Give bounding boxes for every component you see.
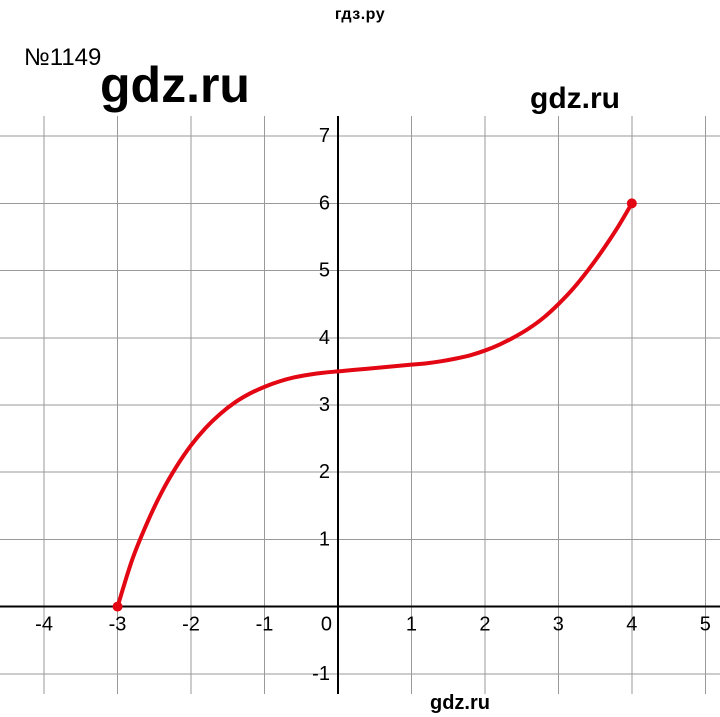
y-tick-label: 6 (319, 192, 330, 214)
x-tick-label: -1 (256, 614, 274, 636)
page-root: гдз.ру №1149 gdz.rugdz.rugdz.rugdz.rugdz… (0, 0, 720, 717)
problem-number: №1149 (24, 44, 101, 72)
y-tick-label: 7 (319, 125, 330, 147)
x-tick-label: 4 (626, 614, 637, 636)
watermark: gdz.ru (430, 692, 490, 715)
x-tick-label: 5 (700, 614, 711, 636)
y-tick-label: 4 (319, 327, 330, 349)
x-tick-label: 1 (406, 614, 417, 636)
y-tick-label: 2 (319, 461, 330, 483)
x-tick-label: -4 (35, 614, 53, 636)
y-tick-label: 3 (319, 394, 330, 416)
curve-endpoint (113, 602, 123, 612)
x-tick-label: -2 (182, 614, 200, 636)
site-header: гдз.ру (0, 6, 720, 24)
watermark: gdz.ru (530, 82, 620, 116)
y-tick-label: 1 (319, 528, 330, 550)
x-tick-label: 0 (321, 614, 332, 636)
x-tick-label: 3 (553, 614, 564, 636)
y-tick-label: 5 (319, 260, 330, 282)
site-name: гдз.ру (335, 6, 385, 23)
chart-area: -4 -3 -2 -1 0 1 2 3 4 5 -1 1 2 3 4 5 6 7 (0, 116, 720, 694)
x-tick-label: -3 (109, 614, 127, 636)
curve-endpoint (627, 198, 637, 208)
watermark: gdz.ru (100, 56, 250, 114)
y-tick-label: -1 (312, 663, 330, 685)
chart-svg: -4 -3 -2 -1 0 1 2 3 4 5 -1 1 2 3 4 5 6 7 (0, 116, 720, 694)
x-tick-label: 2 (479, 614, 490, 636)
